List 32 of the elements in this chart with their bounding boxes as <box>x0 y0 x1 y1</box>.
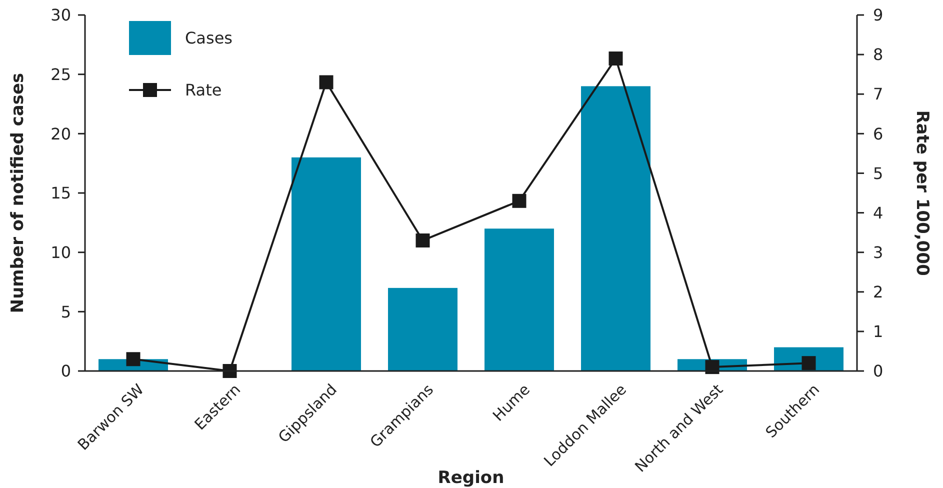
y2-axis-title: Rate per 100,000 <box>912 110 932 276</box>
y2-tick-label: 1 <box>873 322 884 342</box>
y2-tick-label: 8 <box>873 45 884 64</box>
y-axis-title: Number of notified cases <box>8 72 28 314</box>
y-tick-label: 20 <box>50 124 71 144</box>
point <box>319 75 334 90</box>
point <box>126 352 140 366</box>
y2-tick-label: 7 <box>873 84 884 104</box>
y2-tick-label: 3 <box>873 242 884 262</box>
y-tick-label: 10 <box>50 242 71 262</box>
y2-tick-label: 9 <box>873 6 884 25</box>
bar <box>388 288 458 371</box>
y-tick-label: 25 <box>50 64 71 84</box>
point <box>802 356 816 370</box>
x-axis-title: Region <box>438 468 504 488</box>
legend-label: Rate <box>185 80 222 100</box>
y2-tick-label: 5 <box>873 164 884 183</box>
y-tick-label: 15 <box>50 184 71 203</box>
point <box>512 194 526 208</box>
point <box>416 233 430 248</box>
y2-tick-label: 4 <box>873 203 884 222</box>
bar <box>484 228 554 371</box>
y-tick-label: 0 <box>60 362 71 381</box>
bar <box>581 86 650 371</box>
y-tick-label: 30 <box>50 6 71 25</box>
y2-tick-label: 2 <box>873 282 884 302</box>
legend-label: Cases <box>185 28 232 48</box>
y-tick-label: 5 <box>60 302 71 322</box>
bar <box>292 157 361 371</box>
y2-tick-label: 6 <box>873 124 884 144</box>
point <box>608 52 623 66</box>
y2-tick-label: 0 <box>873 362 884 381</box>
